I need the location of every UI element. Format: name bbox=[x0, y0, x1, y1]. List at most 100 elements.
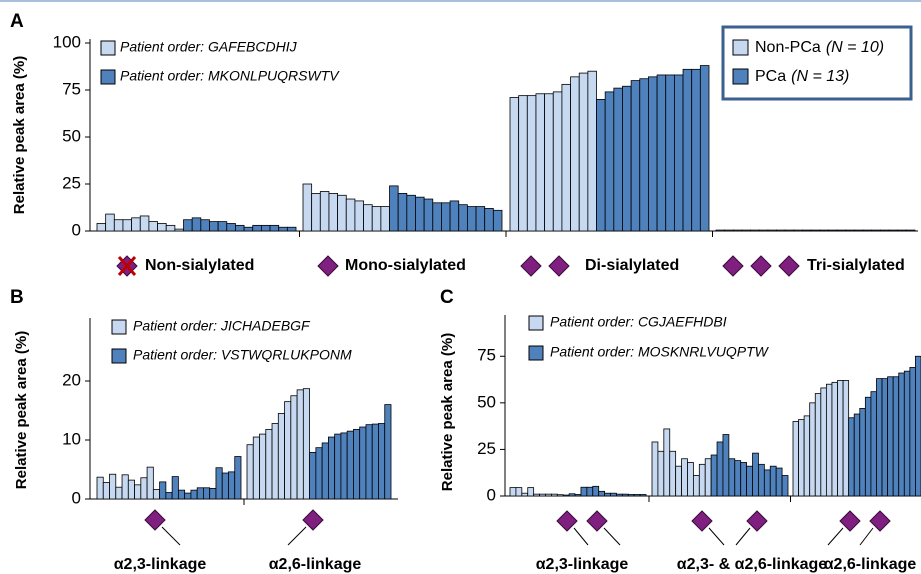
legend-label: Patient order: CGJAEFHDBI bbox=[550, 314, 727, 330]
bar bbox=[892, 376, 900, 497]
bar bbox=[722, 434, 730, 497]
bar bbox=[828, 229, 838, 232]
category-label: α2,3-linkage bbox=[114, 556, 207, 573]
bar bbox=[228, 471, 236, 500]
bar bbox=[552, 91, 563, 232]
bar bbox=[859, 408, 866, 497]
bar bbox=[146, 466, 154, 500]
bar bbox=[127, 479, 135, 500]
bar bbox=[715, 229, 726, 232]
bar bbox=[319, 191, 330, 232]
y-tick-label: 75 bbox=[62, 79, 81, 98]
category-label: Mono-sialylated bbox=[345, 257, 466, 274]
bar bbox=[898, 372, 905, 497]
bar bbox=[681, 458, 688, 497]
bar bbox=[728, 458, 736, 497]
bar bbox=[209, 487, 217, 500]
bar bbox=[592, 485, 600, 497]
legend-box bbox=[721, 25, 913, 101]
bar bbox=[183, 219, 193, 232]
bar bbox=[740, 462, 748, 497]
bar bbox=[152, 489, 161, 500]
bar bbox=[613, 87, 623, 232]
bar bbox=[415, 196, 425, 232]
bar bbox=[527, 487, 535, 497]
bar bbox=[174, 228, 184, 232]
bar bbox=[604, 492, 611, 497]
bar bbox=[359, 426, 367, 500]
legend-swatch bbox=[528, 345, 544, 361]
bar bbox=[862, 229, 873, 232]
bar bbox=[378, 423, 386, 500]
panel-letter: A bbox=[10, 11, 24, 32]
bar bbox=[767, 229, 777, 232]
bar bbox=[265, 428, 273, 500]
bar bbox=[825, 383, 833, 497]
legend-n: (N = 13) bbox=[791, 68, 849, 85]
bar bbox=[710, 454, 718, 497]
bar bbox=[243, 226, 254, 232]
legend-label: Patient order: MOSKNRLVUQPTW bbox=[550, 344, 770, 360]
bar bbox=[105, 213, 115, 232]
bar bbox=[648, 76, 658, 232]
y-axis-label: Relative peak area (%) bbox=[13, 331, 30, 489]
bar bbox=[732, 229, 743, 232]
bar bbox=[663, 428, 671, 497]
legend-swatch bbox=[111, 319, 127, 335]
bar bbox=[776, 229, 786, 232]
linkage-line bbox=[287, 526, 307, 546]
glycan-icon bbox=[520, 255, 542, 277]
bar bbox=[217, 221, 228, 232]
bar bbox=[775, 467, 783, 497]
bar bbox=[177, 489, 186, 500]
bar bbox=[284, 401, 292, 500]
bar bbox=[784, 229, 795, 232]
glycan-icon bbox=[556, 510, 578, 532]
category-label: Non-sialylated bbox=[145, 257, 254, 274]
bar bbox=[820, 387, 827, 497]
glycan-icon bbox=[302, 509, 324, 531]
bar bbox=[842, 380, 850, 497]
bar bbox=[630, 80, 641, 232]
bar bbox=[184, 492, 192, 500]
bar bbox=[879, 229, 890, 232]
bar bbox=[354, 200, 364, 232]
bar bbox=[675, 465, 682, 497]
y-axis-label: Relative peak area (%) bbox=[11, 56, 28, 214]
bar bbox=[449, 200, 460, 232]
bar bbox=[758, 229, 769, 232]
bar bbox=[371, 423, 379, 500]
y-tick-label: 75 bbox=[477, 346, 496, 365]
category-label: α2,6-linkage bbox=[824, 556, 917, 573]
bar bbox=[113, 219, 124, 232]
bar bbox=[545, 493, 552, 497]
bar bbox=[854, 229, 864, 232]
bar bbox=[226, 223, 236, 232]
cross-mark bbox=[117, 256, 137, 276]
bar bbox=[271, 423, 279, 500]
legend-label: Patient order: GAFEBCDHIJ bbox=[120, 39, 298, 55]
bar bbox=[570, 76, 580, 232]
bar bbox=[870, 391, 877, 497]
bar bbox=[596, 99, 606, 232]
bar bbox=[235, 224, 245, 232]
bar bbox=[475, 206, 486, 232]
legend-n: (N = 10) bbox=[826, 39, 884, 56]
bar bbox=[798, 419, 805, 497]
linkage-line bbox=[827, 527, 844, 546]
bar bbox=[704, 458, 712, 497]
panel-letter: C bbox=[440, 287, 454, 308]
bar bbox=[509, 487, 517, 497]
bar bbox=[466, 206, 477, 232]
legend-swatch bbox=[732, 68, 749, 85]
bar bbox=[845, 229, 855, 232]
bar bbox=[515, 487, 523, 497]
bar bbox=[423, 198, 434, 232]
y-tick-label: 20 bbox=[62, 370, 81, 389]
bar bbox=[669, 450, 677, 497]
bar bbox=[888, 229, 899, 232]
category-label: α2,3-linkage bbox=[536, 556, 629, 573]
bar bbox=[578, 72, 589, 232]
bar bbox=[610, 492, 617, 497]
bar bbox=[810, 229, 821, 232]
